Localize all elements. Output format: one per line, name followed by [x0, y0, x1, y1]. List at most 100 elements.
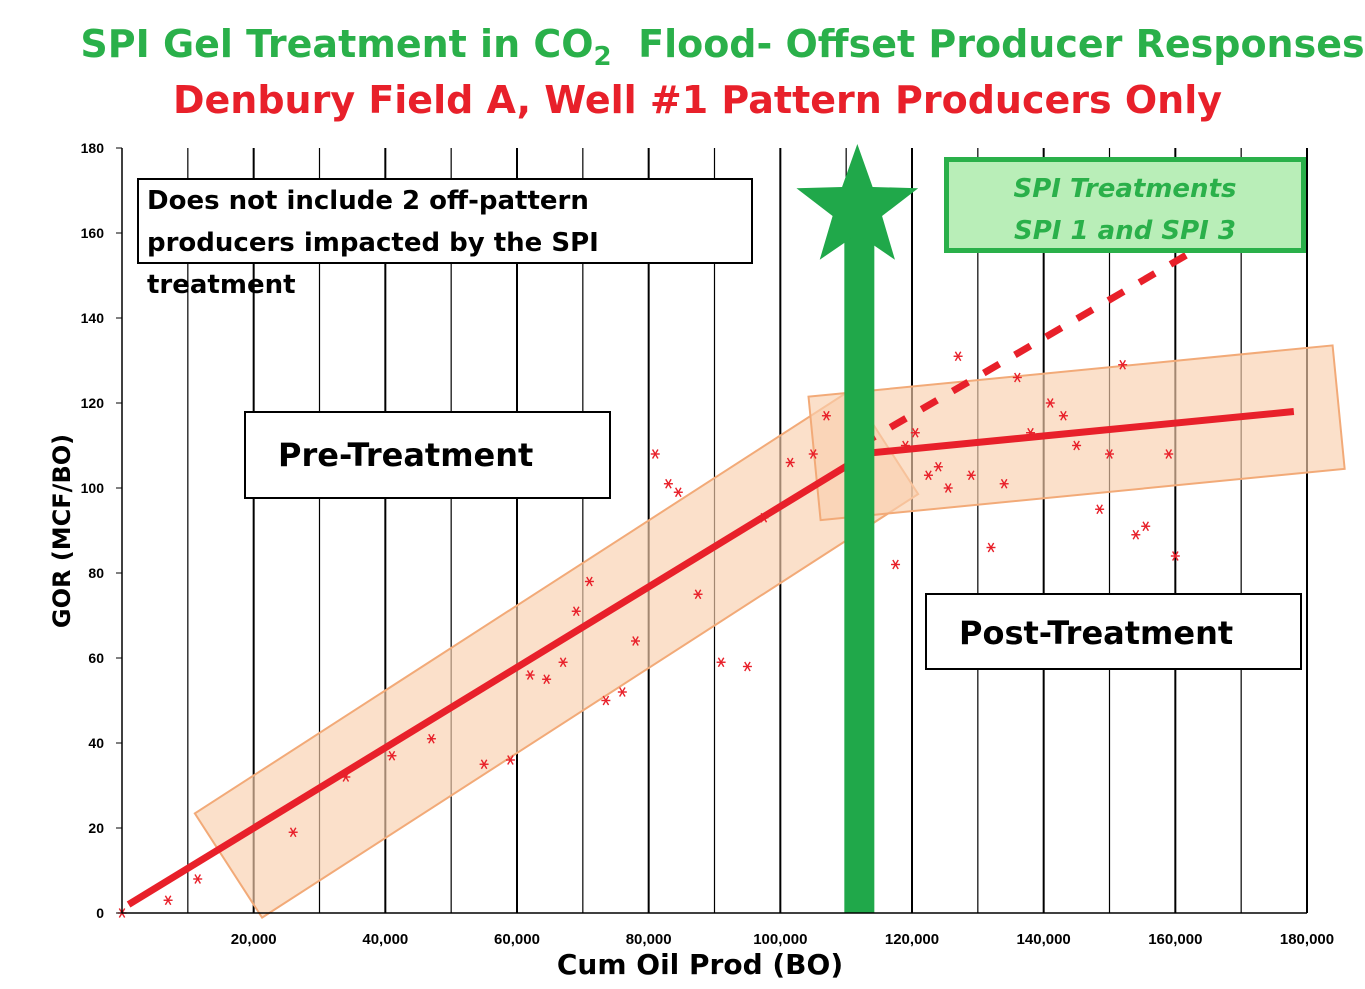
data-point: [1105, 449, 1114, 459]
data-point-stroke: [572, 606, 580, 617]
x-tick-label: 80,000: [626, 931, 672, 948]
treatment-star-icon: [796, 144, 919, 260]
data-point-stroke: [1073, 440, 1080, 451]
spi-treatments-box: SPI Treatments SPI 1 and SPI 3: [944, 157, 1306, 253]
data-point: [1118, 359, 1128, 370]
data-point-stroke: [1060, 410, 1067, 421]
data-point: [341, 772, 351, 782]
data-point-stroke: [507, 755, 514, 765]
y-tick-label: 100: [81, 480, 105, 496]
data-point: [584, 576, 594, 587]
data-point-stroke: [388, 750, 396, 761]
pre-treatment-label: Pre-Treatment: [244, 411, 611, 499]
y-tick-label: 20: [88, 820, 104, 836]
data-point: [742, 661, 752, 672]
data-point: [617, 687, 627, 697]
title-rest: Flood- Offset Producer Responses: [638, 22, 1365, 66]
data-point-stroke: [665, 478, 672, 489]
x-tick-label: 180,000: [1280, 931, 1334, 948]
y-tick-label: 160: [81, 225, 105, 241]
data-point: [673, 487, 683, 498]
data-point: [986, 542, 996, 553]
data-point-stroke: [1096, 504, 1103, 515]
data-point: [785, 457, 795, 468]
data-point: [953, 351, 963, 362]
data-point-stroke: [694, 589, 702, 600]
data-point-stroke: [954, 351, 962, 362]
data-point: [759, 512, 769, 523]
data-point: [1164, 449, 1174, 459]
data-point: [571, 606, 581, 617]
data-point-stroke: [925, 470, 932, 481]
x-tick-label: 160,000: [1148, 931, 1202, 948]
data-point-stroke: [1165, 449, 1173, 459]
x-tick-label: 140,000: [1017, 931, 1071, 948]
chart-subtitle: Denbury Field A, Well #1 Pattern Produce…: [172, 78, 1223, 122]
data-point: [479, 759, 489, 770]
data-point-stroke: [935, 461, 942, 472]
data-point: [693, 589, 703, 600]
data-point-stroke: [987, 542, 995, 553]
data-point-stroke: [1000, 478, 1008, 489]
trend-line: [858, 408, 1295, 458]
data-point-stroke: [480, 759, 488, 770]
data-point: [1058, 410, 1068, 421]
data-point: [966, 470, 976, 481]
data-point-stroke: [892, 559, 899, 570]
data-point-stroke: [1142, 521, 1150, 532]
x-tick-label: 40,000: [362, 931, 408, 948]
data-point: [1170, 551, 1180, 561]
y-tick-label: 40: [88, 735, 104, 751]
treatment-arrow: [796, 144, 919, 913]
data-point: [558, 657, 568, 668]
data-point-stroke: [902, 440, 909, 451]
x-tick-label: 120,000: [885, 931, 939, 948]
data-point: [631, 636, 640, 646]
exclusion-note: Does not include 2 off-pattern producers…: [137, 178, 753, 300]
data-point-stroke: [194, 874, 202, 884]
y-tick-label: 0: [96, 905, 104, 921]
data-point: [910, 427, 920, 438]
data-point: [193, 874, 203, 884]
data-point: [663, 478, 673, 489]
data-point: [943, 483, 953, 493]
spi-line-2: SPI 1 and SPI 3: [1014, 216, 1236, 246]
data-point: [891, 559, 901, 570]
y-axis-label: GOR (MCF/BO): [48, 433, 76, 629]
axes-layer: [121, 148, 1307, 914]
data-point-stroke: [586, 576, 593, 587]
data-point-stroke: [1172, 551, 1179, 561]
data-point: [163, 895, 173, 906]
data-point: [900, 440, 910, 451]
data-point-stroke: [760, 512, 768, 523]
trend-line-dashed: [857, 246, 1197, 449]
data-point: [999, 478, 1009, 489]
y-tick-label: 180: [81, 140, 105, 156]
y-tick-label: 140: [81, 310, 105, 326]
data-point: [821, 410, 831, 421]
data-point-stroke: [911, 427, 919, 438]
data-point: [1072, 440, 1082, 451]
title-subscript: 2: [593, 42, 612, 72]
title-main: SPI Gel Treatment in CO: [80, 22, 594, 66]
data-point-stroke: [619, 687, 626, 697]
data-point-stroke: [342, 772, 350, 782]
x-tick-label: 20,000: [231, 931, 277, 948]
y-tick-label: 80: [88, 565, 104, 581]
data-point-stroke: [717, 657, 725, 668]
data-point-stroke: [602, 695, 610, 706]
data-point-stroke: [674, 487, 682, 498]
data-point: [387, 750, 397, 761]
data-point: [1131, 529, 1141, 540]
data-point-stroke: [1027, 427, 1034, 438]
data-point: [525, 670, 535, 680]
data-point-stroke: [1014, 372, 1021, 383]
data-point: [808, 449, 818, 459]
data-point-stroke: [1119, 359, 1126, 370]
data-point-stroke: [1106, 449, 1113, 459]
data-point: [933, 461, 943, 472]
x-tick-label: 60,000: [494, 931, 540, 948]
spi-line-1: SPI Treatments: [1013, 174, 1237, 204]
data-point: [601, 695, 611, 706]
